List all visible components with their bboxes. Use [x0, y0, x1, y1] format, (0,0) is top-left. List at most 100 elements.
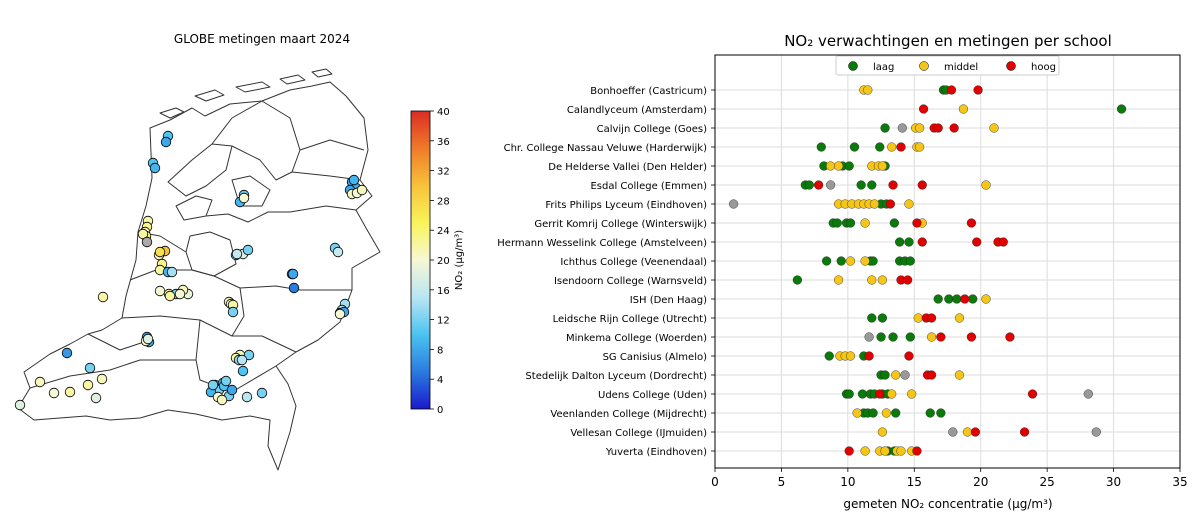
data-point-laag — [905, 256, 915, 266]
data-point-hoog — [875, 389, 885, 399]
data-point-hoog — [814, 180, 824, 190]
data-point-unlabeled — [900, 370, 910, 380]
x-tick-label: 30 — [1106, 475, 1121, 489]
y-tick-label: Isendoorn College (Warnsveld) — [554, 276, 707, 287]
data-point-middel — [863, 85, 873, 95]
data-point-laag — [868, 408, 878, 418]
data-point-hoog — [949, 123, 959, 133]
map-point — [164, 290, 176, 302]
data-point-hoog — [998, 237, 1008, 247]
data-point-middel — [896, 446, 906, 456]
map-point — [288, 282, 300, 294]
data-point-laag — [856, 180, 866, 190]
y-tick-label: Calandlyceum (Amsterdam) — [567, 105, 707, 116]
y-tick-label: Vellesan College (IJmuiden) — [570, 428, 707, 439]
data-point-hoog — [973, 85, 983, 95]
plot-frame — [714, 54, 1181, 469]
legend-marker-laag — [848, 61, 858, 71]
data-point-laag — [876, 332, 886, 342]
data-point-middel — [907, 389, 917, 399]
x-tick-label: 0 — [711, 475, 719, 489]
data-point-hoog — [1027, 389, 1038, 399]
data-point-laag — [905, 332, 915, 342]
chart-title: NO₂ verwachtingen en metingen per school — [784, 32, 1112, 50]
data-point-hoog — [903, 275, 913, 285]
map-point — [356, 184, 368, 196]
data-point-laag — [792, 275, 802, 285]
colorbar-tick-label: 24 — [437, 226, 450, 237]
map-point — [14, 399, 26, 411]
y-tick-label: Frits Philips Lyceum (Eindhoven) — [545, 200, 707, 211]
x-tick-label: 15 — [907, 475, 922, 489]
data-point-middel — [887, 389, 897, 399]
map-point — [348, 174, 360, 186]
data-point-middel — [981, 180, 991, 190]
y-tick-label: Bonhoeffer (Castricum) — [590, 86, 707, 97]
map-point — [141, 236, 153, 248]
data-point-middel — [869, 199, 880, 209]
y-tick-label: Stedelijk Dalton Lyceum (Dordrecht) — [525, 371, 707, 382]
y-tick-label: Esdal College (Emmen) — [590, 181, 707, 192]
colorbar-ticks: 0 4 8 12 16 20 24 28 32 36 40 — [430, 107, 450, 416]
data-point-middel — [962, 427, 973, 437]
x-tick-label: 10 — [840, 475, 855, 489]
map-point — [226, 384, 238, 396]
map-point — [84, 362, 96, 374]
data-point-middel — [887, 142, 897, 152]
chart-panel: NO₂ verwachtingen en metingen per school… — [497, 32, 1187, 511]
map-point — [61, 347, 73, 359]
colorbar-gradient — [410, 110, 431, 410]
colorbar-tick-label: 16 — [437, 286, 450, 297]
colorbar-tick-label: 0 — [437, 405, 443, 416]
data-point-laag — [832, 218, 842, 228]
data-point-middel — [833, 275, 844, 285]
wadden-island — [194, 89, 225, 102]
data-point-laag — [824, 351, 834, 361]
map-point — [82, 379, 94, 391]
data-point-middel — [913, 313, 923, 323]
data-point-middel — [860, 218, 870, 228]
data-point-laag — [867, 180, 877, 190]
map-point — [231, 248, 243, 260]
x-tick-label: 20 — [973, 475, 988, 489]
data-point-laag — [844, 389, 854, 399]
data-point-laag — [895, 237, 905, 247]
data-point-hoog — [972, 237, 982, 247]
map-point — [227, 306, 239, 318]
data-point-middel — [891, 370, 901, 380]
data-point-middel — [914, 142, 925, 152]
country-outline — [17, 81, 381, 471]
data-point-hoog — [1005, 332, 1015, 342]
data-point-hoog — [960, 294, 970, 304]
data-point-laag — [844, 161, 854, 171]
map-point — [241, 391, 253, 403]
data-point-hoog — [966, 332, 977, 342]
legend-label-hoog: hoog — [1031, 62, 1056, 73]
data-point-middel — [877, 427, 888, 437]
data-point-middel — [926, 332, 937, 342]
colorbar-tick-label: 8 — [437, 345, 443, 356]
wadden-island — [279, 74, 306, 85]
data-point-unlabeled — [1083, 389, 1093, 399]
data-point-laag — [880, 123, 890, 133]
data-point-hoog — [885, 199, 895, 209]
map-point — [237, 365, 249, 377]
data-point-laag — [867, 313, 877, 323]
map-point — [334, 308, 346, 320]
map-point — [207, 379, 219, 391]
data-point-laag — [936, 408, 946, 418]
data-point-hoog — [844, 446, 854, 456]
data-point-unlabeled — [1091, 427, 1101, 437]
map-point — [34, 376, 46, 388]
data-point-middel — [845, 256, 856, 266]
data-point-middel — [881, 408, 891, 418]
legend-label-laag: laag — [873, 62, 894, 73]
map-point — [242, 244, 254, 256]
y-tick-label: Minkema College (Woerden) — [566, 333, 707, 344]
map-point — [97, 291, 109, 303]
y-tick-labels: Bonhoeffer (Castricum) Calandlyceum (Amst… — [497, 86, 715, 458]
colorbar-tick-label: 28 — [437, 196, 450, 207]
colorbar-tick-label: 4 — [437, 375, 443, 386]
map-panel: GLOBE metingen maart 2024 — [14, 32, 465, 471]
